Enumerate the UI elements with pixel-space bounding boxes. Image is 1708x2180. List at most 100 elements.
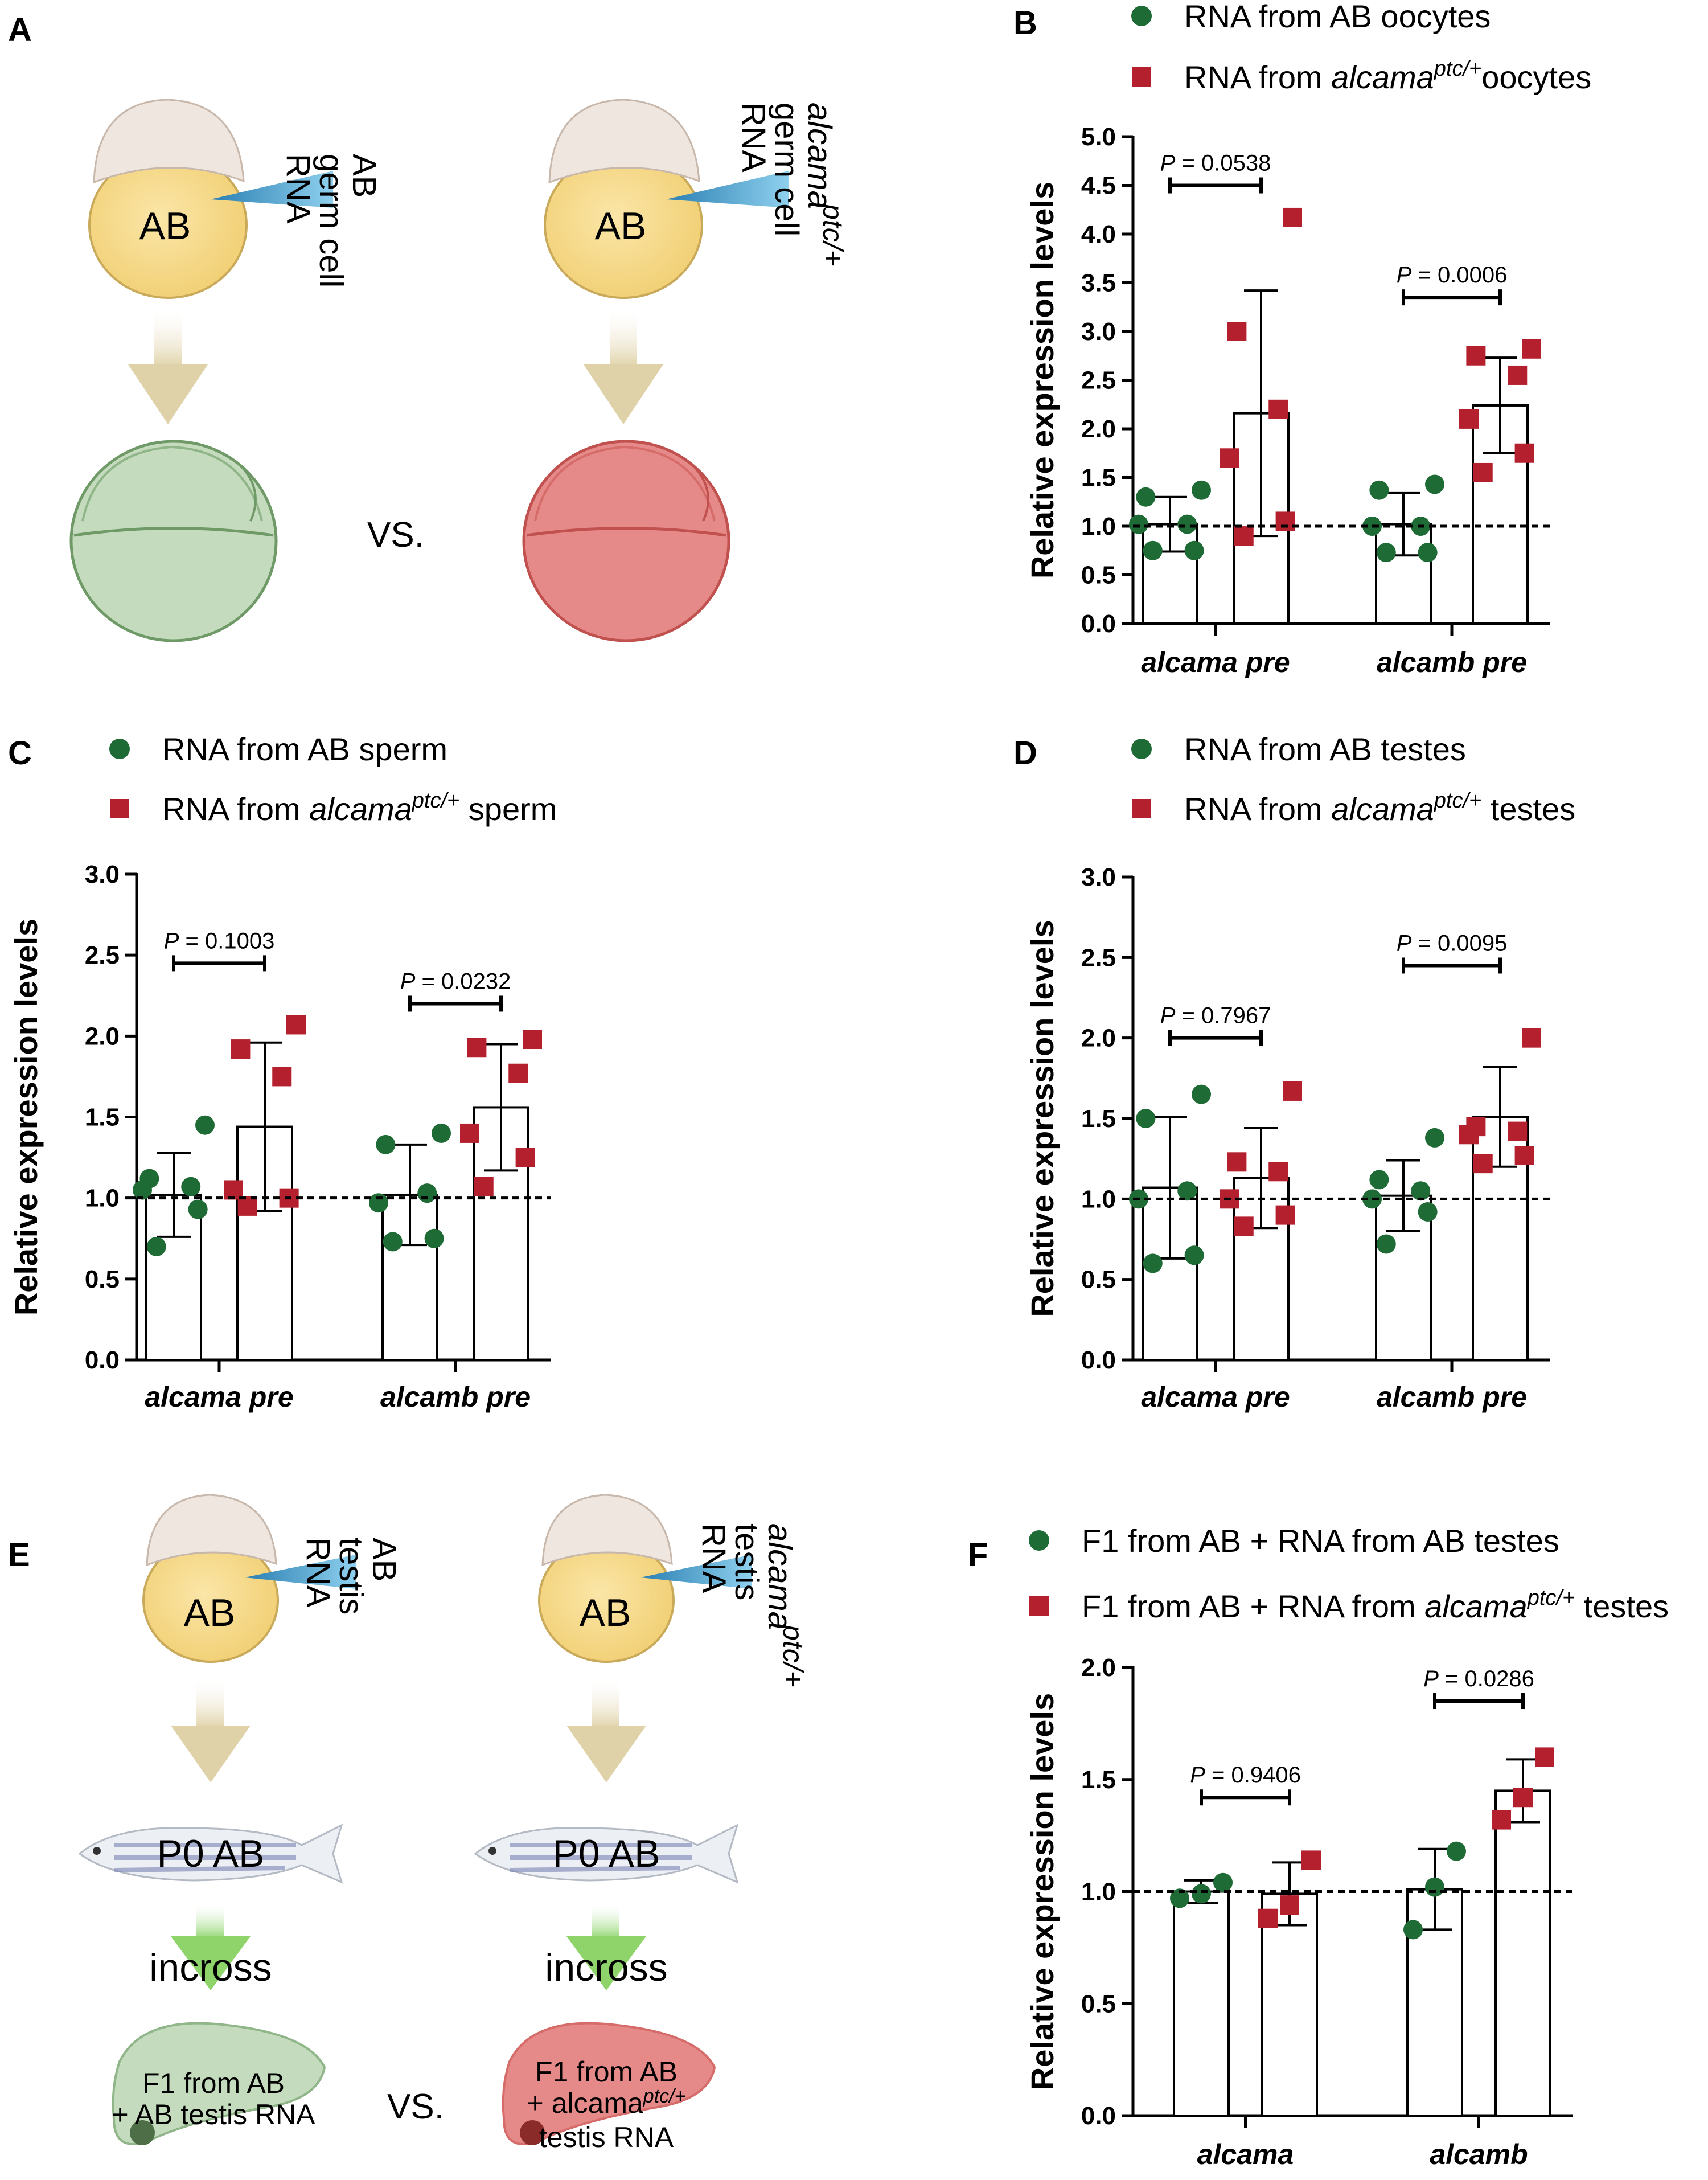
point-mutant bbox=[237, 1196, 257, 1216]
svg-text:ptc/+: ptc/+ bbox=[777, 1624, 809, 1687]
pvalue-label: P = 0.0095 bbox=[1397, 931, 1508, 956]
point-ab bbox=[417, 1183, 437, 1203]
point-mutant bbox=[1522, 339, 1541, 359]
point-ab bbox=[1136, 1109, 1156, 1128]
f1-embryo-green: F1 from AB + AB testis RNA bbox=[112, 2022, 326, 2145]
category-label: alcama bbox=[1197, 2138, 1294, 2170]
y-tick-label: 2.5 bbox=[1081, 367, 1116, 395]
y-axis-label: Relative expression levels bbox=[1024, 182, 1060, 579]
point-ab bbox=[1418, 543, 1438, 563]
y-tick-label: 4.5 bbox=[1081, 172, 1116, 200]
point-ab bbox=[1184, 540, 1204, 560]
cell-label-e-right: AB bbox=[580, 1591, 631, 1634]
svg-text:+ alcamaptc/+: + alcamaptc/+ bbox=[527, 2085, 686, 2119]
panel-letter-c: C bbox=[8, 735, 32, 772]
point-mutant bbox=[1220, 448, 1239, 468]
point-ab bbox=[1376, 543, 1396, 563]
legend-label-mutant: RNA from alcamaptc/+ sperm bbox=[162, 789, 557, 827]
bar-mutant-0 bbox=[1261, 1892, 1318, 2117]
cell-cap-right bbox=[548, 99, 700, 184]
svg-text:RNA: RNA bbox=[695, 1523, 732, 1593]
legend-label-mutant: RNA from alcamaptc/+ testes bbox=[1184, 789, 1575, 827]
point-ab bbox=[1177, 514, 1197, 534]
category-label: alcamb bbox=[1430, 2138, 1528, 2170]
legend-marker-ab bbox=[1029, 1530, 1049, 1551]
y-tick-label: 2.0 bbox=[1081, 415, 1116, 443]
category-label: alcamb pre bbox=[1377, 1381, 1527, 1413]
y-tick-label: 0.5 bbox=[1081, 1990, 1116, 2018]
y-tick-label: 2.0 bbox=[1081, 1025, 1116, 1052]
point-ab bbox=[1192, 1084, 1211, 1104]
point-mutant bbox=[515, 1148, 535, 1167]
y-tick-label: 2.5 bbox=[1081, 944, 1116, 972]
arrow-e-left-1 bbox=[171, 1680, 251, 1782]
point-mutant bbox=[1522, 1028, 1541, 1048]
point-ab bbox=[1403, 1920, 1423, 1940]
y-tick-label: 5.0 bbox=[1081, 123, 1116, 151]
y-tick-label: 1.5 bbox=[1081, 464, 1116, 492]
category-label: alcamb pre bbox=[380, 1381, 531, 1413]
point-mutant bbox=[1466, 346, 1486, 366]
point-mutant bbox=[1234, 1216, 1254, 1236]
y-tick-label: 2.0 bbox=[85, 1022, 120, 1050]
pipette-left bbox=[211, 171, 333, 208]
point-mutant bbox=[1514, 443, 1534, 463]
point-mutant bbox=[224, 1180, 243, 1200]
point-mutant bbox=[1283, 207, 1302, 227]
point-ab bbox=[1425, 1128, 1444, 1148]
y-tick-label: 1.0 bbox=[1081, 1185, 1116, 1213]
point-mutant bbox=[1466, 1117, 1486, 1137]
point-mutant bbox=[1234, 526, 1254, 546]
legend-label-mutant: F1 from AB + RNA from alcamaptc/+ testes bbox=[1082, 1586, 1669, 1624]
point-mutant bbox=[1473, 1154, 1493, 1174]
category-label: alcamb pre bbox=[1377, 646, 1527, 678]
panel-letter-a: A bbox=[8, 11, 32, 48]
chart-panel-d: D RNA from AB testes RNA from alcamaptc/+ … bbox=[1013, 731, 1575, 1413]
point-mutant bbox=[1513, 1788, 1533, 1808]
point-mutant bbox=[1508, 365, 1528, 385]
pvalue-label: P = 0.0232 bbox=[400, 969, 511, 994]
point-ab bbox=[1369, 480, 1389, 500]
point-ab bbox=[1184, 1245, 1204, 1265]
point-mutant bbox=[467, 1038, 487, 1058]
y-tick-label: 3.0 bbox=[1081, 863, 1116, 891]
point-mutant bbox=[1492, 1810, 1511, 1830]
chart-panel-b: B RNA from AB oocytes RNA from alcamaptc/+… bbox=[1013, 0, 1591, 678]
point-mutant bbox=[1275, 511, 1295, 531]
pvalue-label: P = 0.7967 bbox=[1160, 1003, 1271, 1028]
point-ab bbox=[1192, 480, 1211, 500]
zygote-right: AB alcama ptc/+ germ cell RNA bbox=[544, 99, 849, 299]
vs-label-e: VS. bbox=[387, 2087, 444, 2126]
panel-e-schematic: AB AB testis RNA AB alcama ptc/+ testis … bbox=[78, 1494, 809, 2153]
pvalue-label: P = 0.0006 bbox=[1397, 263, 1508, 288]
panel-letter-e: E bbox=[8, 1536, 30, 1573]
y-axis-label: Relative expression levels bbox=[1024, 920, 1060, 1317]
point-mutant bbox=[1280, 1895, 1299, 1915]
legend-label-ab: RNA from AB oocytes bbox=[1184, 0, 1491, 34]
panel-letter-b: B bbox=[1013, 5, 1037, 42]
point-mutant bbox=[460, 1123, 479, 1143]
pipette-label-right: alcama ptc/+ germ cell RNA bbox=[735, 103, 849, 267]
legend-marker-mutant bbox=[1029, 1596, 1049, 1616]
point-ab bbox=[1418, 1202, 1438, 1222]
pipette-label-e-right: alcama ptc/+ testis RNA bbox=[695, 1523, 809, 1687]
legend-marker-ab bbox=[1131, 6, 1152, 26]
point-mutant bbox=[1301, 1850, 1321, 1870]
y-tick-label: 0.0 bbox=[1081, 2102, 1116, 2130]
point-ab bbox=[369, 1193, 388, 1213]
pvalue-label: P = 0.0538 bbox=[1160, 151, 1271, 176]
svg-text:AB: AB bbox=[346, 154, 383, 198]
pvalue-label: P = 0.9406 bbox=[1190, 1763, 1301, 1788]
point-mutant bbox=[272, 1067, 292, 1087]
vs-label-a: VS. bbox=[367, 515, 424, 555]
pipette-right bbox=[666, 171, 789, 208]
point-ab bbox=[424, 1228, 444, 1248]
point-ab bbox=[1170, 1888, 1189, 1908]
legend-marker-mutant bbox=[1132, 67, 1151, 87]
y-axis-label: Relative expression levels bbox=[8, 919, 44, 1316]
legend-label-mutant: RNA from alcamaptc/+oocytes bbox=[1184, 57, 1591, 95]
y-tick-label: 1.0 bbox=[85, 1185, 120, 1212]
point-ab bbox=[383, 1232, 403, 1252]
f1-embryo-red: F1 from AB + alcamaptc/+ testis RNA bbox=[502, 2022, 716, 2153]
point-mutant bbox=[1514, 1146, 1534, 1166]
